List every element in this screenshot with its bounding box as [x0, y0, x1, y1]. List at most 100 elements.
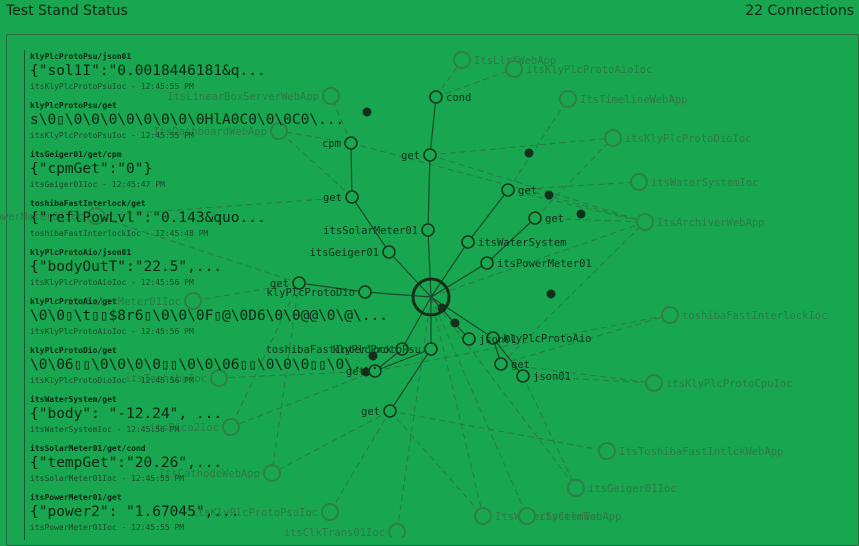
graph-node-get7[interactable]: get: [346, 364, 382, 378]
broker-hub-node[interactable]: [411, 277, 451, 317]
node-circle[interactable]: [87, 207, 105, 225]
node-circle[interactable]: [636, 213, 654, 231]
node-circle[interactable]: [559, 90, 577, 108]
node-circle[interactable]: [486, 331, 500, 345]
node-circle[interactable]: [423, 148, 437, 162]
feed-entry[interactable]: itsGeiger01/get/cpm {"cpmGet":"0"} itsGeig…: [24, 148, 404, 197]
node-circle[interactable]: [461, 235, 475, 249]
node-circle[interactable]: [321, 503, 339, 521]
feed-entry[interactable]: itsWaterSystem/get {"body": "-12.24", ...…: [24, 393, 404, 442]
graph-node-itsKlyPlcProtoCpuIoc[interactable]: itsKlyPlcProtoCpuIoc: [645, 374, 792, 392]
node-circle[interactable]: [462, 332, 476, 346]
graph-node-itsSolarMeter01[interactable]: itsSolarMeter01: [323, 223, 435, 237]
subscription-edge: [430, 296, 528, 517]
graph-node-itsClkTrans01Ioc[interactable]: itsClkTrans01Ioc: [284, 523, 406, 538]
node-circle[interactable]: [630, 173, 648, 191]
graph-node-cond[interactable]: cond: [429, 90, 471, 104]
graph-node-itsGeiger01[interactable]: itsGeiger01: [309, 245, 396, 259]
graph-node-klyPlcProtoPsu[interactable]: klyPlcProtoPsu: [332, 342, 438, 356]
feed-entry[interactable]: itsSolarMeter01/get/cond {"tempGet":"20.2…: [24, 442, 404, 491]
graph-node-klyPlcProtoAio[interactable]: klyPlcProtoAio: [486, 331, 592, 345]
graph-node-itsToshibaIoc[interactable]: itsToshibaIoc: [125, 369, 228, 387]
node-circle[interactable]: [322, 87, 340, 105]
graph-node-get3[interactable]: get: [501, 183, 537, 197]
feed-entry[interactable]: itsPowerMeter01/get {"power2": "1.67045",…: [24, 491, 404, 540]
graph-node-ItsToshibaFastIntlckWebApp[interactable]: ItsToshibaFastIntlckWebApp: [598, 442, 783, 460]
node-circle[interactable]: [210, 369, 228, 387]
graph-node-get4[interactable]: get: [528, 211, 564, 225]
graph-node-toshibaFastInterlock[interactable]: toshibaFastInterlock: [266, 342, 409, 356]
graph-node-itsPowerMeter01[interactable]: itsPowerMeter01: [480, 256, 592, 270]
node-label: klyPlcProtoDio: [266, 287, 355, 299]
node-circle[interactable]: [368, 364, 382, 378]
graph-node-itsCelmIoc[interactable]: itsCelmIoc: [518, 507, 602, 525]
node-circle[interactable]: [480, 256, 494, 270]
node-circle[interactable]: [184, 292, 202, 310]
node-circle[interactable]: [604, 129, 622, 147]
graph-node-itsSolarMeter01Ioc[interactable]: itsSolarMeter01Ioc: [67, 292, 202, 310]
graph-node-get1[interactable]: get: [401, 148, 437, 162]
feed-entry[interactable]: klyPlcProtoPsu/get s\0▯\0\0\0\0\0\0\0\0Hl…: [24, 99, 404, 148]
node-label: itsKlyPlcProtoCpuIoc: [666, 378, 792, 390]
node-circle[interactable]: [518, 507, 536, 525]
node-label: get: [270, 278, 289, 290]
node-circle[interactable]: [474, 507, 492, 525]
graph-node-json01b[interactable]: json01: [462, 332, 517, 346]
graph-node-itsPowerMeter01Ioc[interactable]: itsPowerMeter01Ioc: [0, 207, 105, 225]
graph-node-itsKlyPlcProtoDioIoc[interactable]: itsKlyPlcProtoDioIoc: [604, 129, 751, 147]
graph-node-klyPlcProtoDio[interactable]: klyPlcProtoDio: [266, 285, 372, 299]
graph-node-cpm[interactable]: cpm: [322, 136, 358, 150]
node-circle[interactable]: [516, 369, 530, 383]
graph-node-ItsTimelineWebApp[interactable]: ItsTimelineWebApp: [559, 90, 687, 108]
feed-entry[interactable]: toshibaFastInterlock/get {"reflPowLvl":"0…: [24, 197, 404, 246]
node-circle[interactable]: [494, 357, 508, 371]
graph-node-itsPicoIoc[interactable]: itsPico2Ioc: [149, 418, 240, 436]
graph-node-itsWaterSystemIoc[interactable]: itsWaterSystemIoc: [630, 173, 758, 191]
node-circle[interactable]: [661, 306, 679, 324]
graph-node-get2[interactable]: get: [323, 190, 359, 204]
node-circle[interactable]: [424, 342, 438, 356]
node-label: get: [511, 359, 530, 371]
node-circle[interactable]: [344, 136, 358, 150]
graph-node-itsWaterSystem[interactable]: itsWaterSystem: [461, 235, 567, 249]
message-dot: [544, 190, 554, 200]
graph-node-itsKlyPlcProtoAioIoc[interactable]: itsKlyPlcProtoAioIoc: [505, 60, 652, 78]
node-circle[interactable]: [501, 183, 515, 197]
graph-node-get5[interactable]: get: [270, 276, 306, 290]
feed-entry[interactable]: klyPlcProtoPsu/json01 {"sol1I":"0.0018446…: [24, 50, 404, 99]
node-circle[interactable]: [388, 523, 406, 538]
node-circle[interactable]: [528, 211, 542, 225]
node-circle[interactable]: [292, 276, 306, 290]
node-circle[interactable]: [421, 223, 435, 237]
node-circle[interactable]: [598, 442, 616, 460]
graph-node-ItsCathodeWebApp[interactable]: ItsCathodeWebApp: [159, 464, 281, 482]
feed-entry[interactable]: klyPlcProtoAio/json01 {"bodyOutT":"22.5",…: [24, 246, 404, 295]
node-circle[interactable]: [429, 90, 443, 104]
node-circle[interactable]: [567, 479, 585, 497]
graph-node-toshibaFastInterlockIoc[interactable]: toshibaFastInterlockIoc: [661, 306, 827, 324]
graph-node-json01[interactable]: json01: [516, 369, 571, 383]
graph-node-itsDashboardWebApp[interactable]: ItsDashboardWebApp: [153, 122, 288, 140]
node-circle[interactable]: [505, 60, 523, 78]
node-circle[interactable]: [358, 285, 372, 299]
graph-node-ItsArchiverWebApp[interactable]: ItsArchiverWebApp: [636, 213, 764, 231]
node-circle[interactable]: [395, 342, 409, 356]
feed-entry[interactable]: klyPlcProtoAio/get \0\0▯\t▯▯$8r6▯\0\0\0F▯…: [24, 295, 404, 344]
node-circle[interactable]: [383, 404, 397, 418]
graph-node-itsLinearBoxServerWebApp[interactable]: ItsLinearBoxServerWebApp: [167, 87, 340, 105]
node-circle[interactable]: [345, 190, 359, 204]
graph-node-get8[interactable]: get: [361, 404, 397, 418]
node-circle[interactable]: [453, 51, 471, 69]
node-circle[interactable]: [263, 464, 281, 482]
feed-value: \0\0▯\t▯▯$8r6▯\0\0\0F▯@\0D6\0\0@@\0\@\..…: [30, 308, 388, 324]
node-circle[interactable]: [222, 418, 240, 436]
graph-node-itsKlyPlcProtoPsuIoc[interactable]: itsKlyPlcProtoPsuIoc: [192, 503, 339, 521]
node-circle[interactable]: [382, 245, 396, 259]
graph-node-itsGeiger01Ioc[interactable]: itsGeiger01Ioc: [567, 479, 677, 497]
feed-entry[interactable]: klyPlcProtoDio/get \0\06▯▯\0\0\0\0▯▯\0\0\…: [24, 344, 404, 393]
node-circle[interactable]: [645, 374, 663, 392]
subscription-edge: [218, 370, 376, 379]
node-circle[interactable]: [270, 122, 288, 140]
graph-node-get6[interactable]: get: [494, 357, 530, 371]
